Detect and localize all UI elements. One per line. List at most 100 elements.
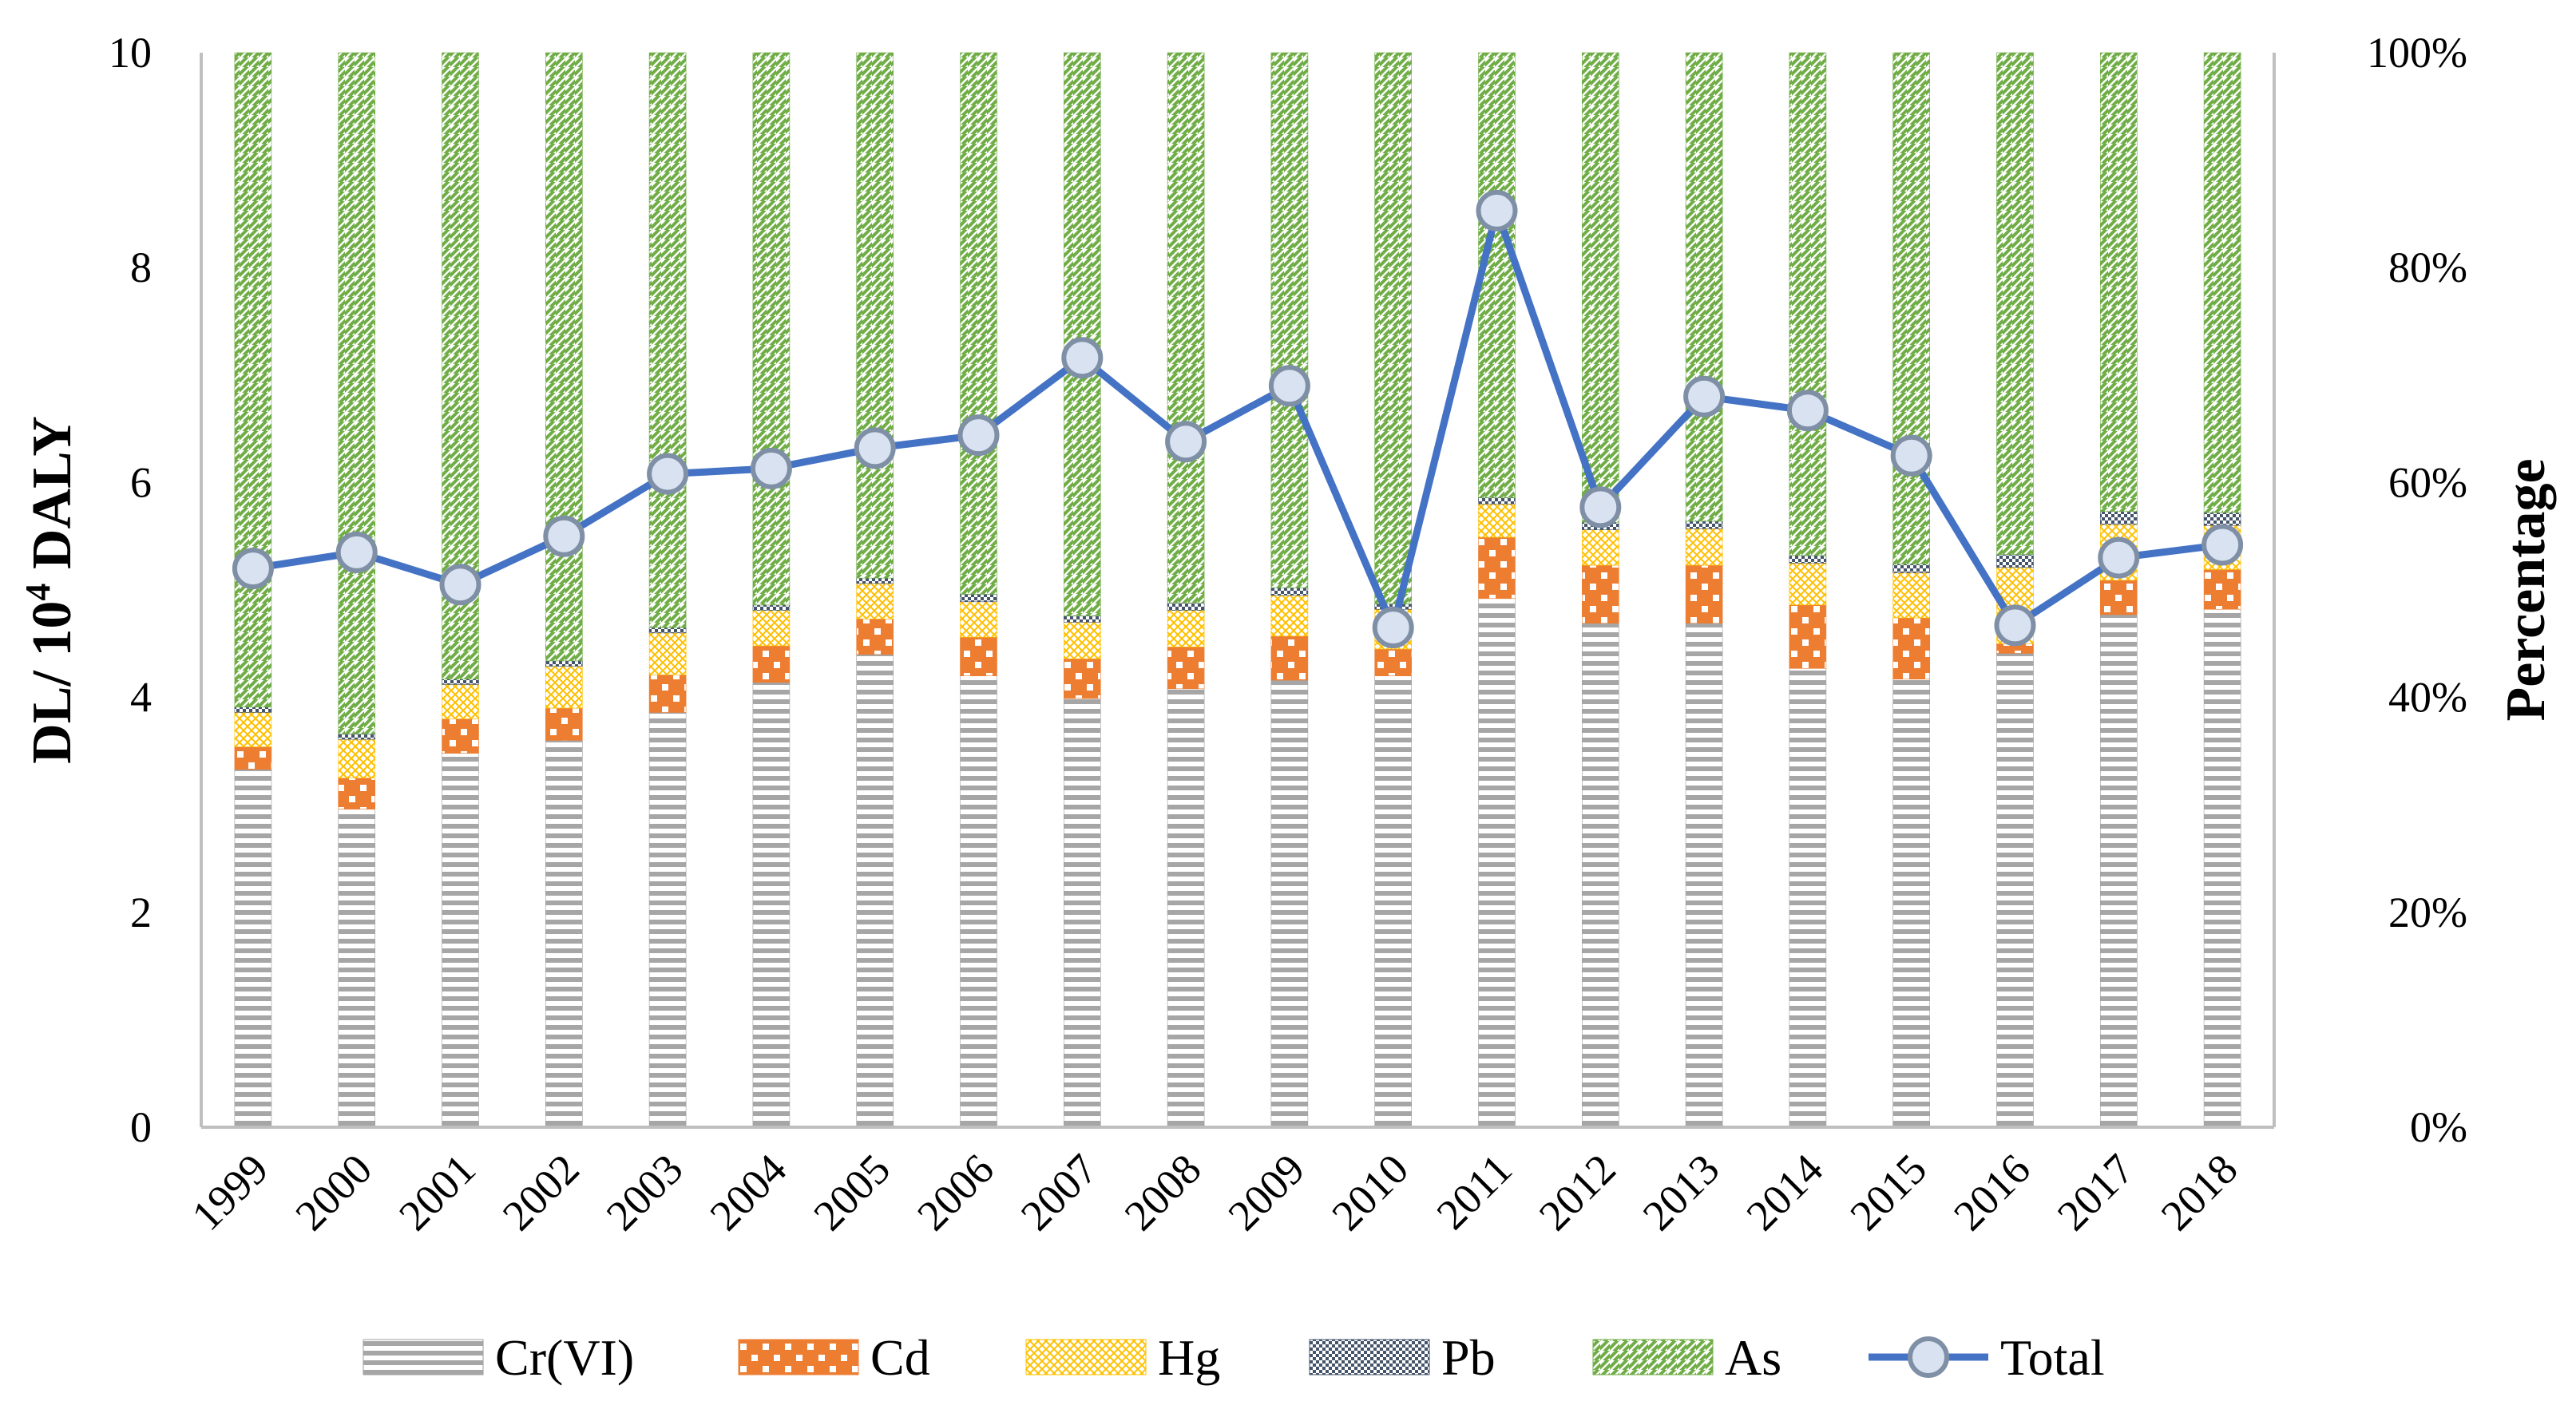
x-tick-label-2014: 2014 <box>1738 1145 1833 1240</box>
x-tick-label-2017: 2017 <box>2048 1145 2143 1240</box>
bar-hg-2014 <box>1789 563 1827 606</box>
legend-item-as: As <box>1592 1329 1781 1386</box>
legend-item-cr-vi: Cr(VI) <box>363 1329 634 1386</box>
bar-hg-2002 <box>545 666 583 709</box>
x-tick-labels: 1999 2000 2001 2002 2003 2004 2005 2006 2007 2008… <box>183 1145 2247 1240</box>
legend-label-cr-vi: Cr(VI) <box>495 1329 634 1386</box>
bar-hg-2005 <box>856 583 894 619</box>
legend: Cr(VI) Cd Hg Pb As Total <box>363 1329 2105 1386</box>
total-point-1999 <box>232 548 274 590</box>
bar-pb-2013 <box>1685 520 1723 529</box>
bar-cr-vi-2014 <box>1789 667 1827 1128</box>
bar-as-2016 <box>1996 52 2034 555</box>
bar-as-2006 <box>960 52 997 595</box>
bar-pb-2008 <box>1167 602 1205 611</box>
bar-cr-vi-2017 <box>2100 614 2138 1128</box>
x-tick-label-2008: 2008 <box>1116 1145 1211 1240</box>
bar-cd-2017 <box>2100 580 2138 615</box>
right-tick-label: 40% <box>2388 674 2467 722</box>
bar-cr-vi-2008 <box>1167 688 1205 1128</box>
bar-cr-vi-2012 <box>1582 623 1619 1128</box>
bar-cd-2003 <box>648 675 687 713</box>
bar-cd-2007 <box>1064 658 1101 699</box>
legend-item-hg: Hg <box>1025 1329 1220 1386</box>
bar-cr-vi-2010 <box>1374 675 1412 1128</box>
x-tick-label-2003: 2003 <box>597 1145 692 1240</box>
bar-hg-2015 <box>1892 572 1930 619</box>
bar-as-2013 <box>1685 52 1723 522</box>
bar-as-2005 <box>856 52 894 579</box>
legend-swatch-marker <box>1908 1336 1949 1378</box>
bar-cr-vi-2000 <box>338 809 376 1128</box>
x-tick-label-2001: 2001 <box>390 1145 485 1240</box>
total-point-2012 <box>1579 486 1622 528</box>
bar-cr-vi-2001 <box>442 753 479 1128</box>
bar-cd-2000 <box>338 778 376 809</box>
bar-pb-2014 <box>1789 555 1827 564</box>
x-tick-label-2007: 2007 <box>1012 1145 1107 1240</box>
bar-as-2003 <box>648 52 687 628</box>
bar-cd-2011 <box>1478 536 1516 600</box>
bar-cr-vi-2007 <box>1064 698 1101 1128</box>
bar-cr-vi-2013 <box>1685 623 1723 1128</box>
bar-as-2002 <box>545 52 583 662</box>
bar-pb-2009 <box>1270 588 1309 596</box>
total-point-2011 <box>1476 189 1518 232</box>
bar-pb-2002 <box>545 660 583 667</box>
x-tick-label-2018: 2018 <box>2152 1145 2247 1240</box>
left-tick-label: 0 <box>130 1103 152 1151</box>
total-point-2007 <box>1061 337 1104 379</box>
legend-label-cd: Cd <box>870 1329 930 1386</box>
x-tick-label-2013: 2013 <box>1634 1145 1729 1240</box>
bar-pb-1999 <box>234 706 272 713</box>
bar-hg-2012 <box>1582 529 1619 566</box>
bar-cd-2004 <box>752 645 791 683</box>
bar-cr-vi-2003 <box>648 712 687 1128</box>
bar-as-2012 <box>1582 52 1619 523</box>
legend-swatch-pb <box>1309 1339 1430 1375</box>
x-tick-label-2002: 2002 <box>493 1145 589 1240</box>
bar-cr-vi-2004 <box>752 682 791 1128</box>
bar-hg-2006 <box>960 601 997 638</box>
right-tick-label: 60% <box>2388 458 2467 506</box>
right-tick-label: 80% <box>2388 243 2467 291</box>
left-tick-labels: 0 2 4 6 8 10 <box>109 29 152 1151</box>
bar-cr-vi-2018 <box>2203 608 2241 1128</box>
bar-as-2014 <box>1789 52 1827 556</box>
total-point-2009 <box>1268 365 1310 407</box>
total-point-2001 <box>439 564 482 606</box>
bar-as-2000 <box>338 52 376 734</box>
bar-pb-2016 <box>1996 554 2034 568</box>
bar-cr-vi-1999 <box>234 769 272 1128</box>
bar-pb-2006 <box>960 594 997 603</box>
bar-pb-2004 <box>752 604 791 611</box>
total-point-2015 <box>1890 434 1932 477</box>
legend-label-total: Total <box>2000 1329 2105 1386</box>
legend-item-pb: Pb <box>1309 1329 1496 1386</box>
x-tick-label-2011: 2011 <box>1428 1145 1521 1238</box>
x-tick-label-2012: 2012 <box>1530 1145 1625 1240</box>
legend-swatch-hg <box>1025 1339 1147 1375</box>
bar-cr-vi-2011 <box>1478 598 1516 1128</box>
legend-swatch-cd <box>738 1339 859 1375</box>
total-point-2008 <box>1165 421 1207 463</box>
right-axis-title: Percentage <box>2495 458 2557 721</box>
total-point-2004 <box>750 447 792 489</box>
bar-hg-2001 <box>442 684 479 719</box>
total-point-2006 <box>957 414 1000 457</box>
bar-cd-2010 <box>1374 648 1412 676</box>
legend-swatch-as <box>1592 1339 1714 1375</box>
left-tick-label: 4 <box>130 674 152 722</box>
bar-cr-vi-2002 <box>545 740 583 1128</box>
x-tick-label-2015: 2015 <box>1841 1145 1936 1240</box>
legend-swatch-cr-vi <box>363 1339 484 1375</box>
x-tick-label-1999: 1999 <box>183 1145 278 1240</box>
legend-label-hg: Hg <box>1158 1329 1220 1386</box>
total-point-2010 <box>1372 607 1414 649</box>
x-tick-label-2005: 2005 <box>804 1145 899 1240</box>
total-point-2017 <box>2098 536 2140 579</box>
bar-cd-2012 <box>1582 564 1619 624</box>
bar-cd-2006 <box>960 636 997 676</box>
x-tick-label-2016: 2016 <box>1944 1145 2039 1240</box>
